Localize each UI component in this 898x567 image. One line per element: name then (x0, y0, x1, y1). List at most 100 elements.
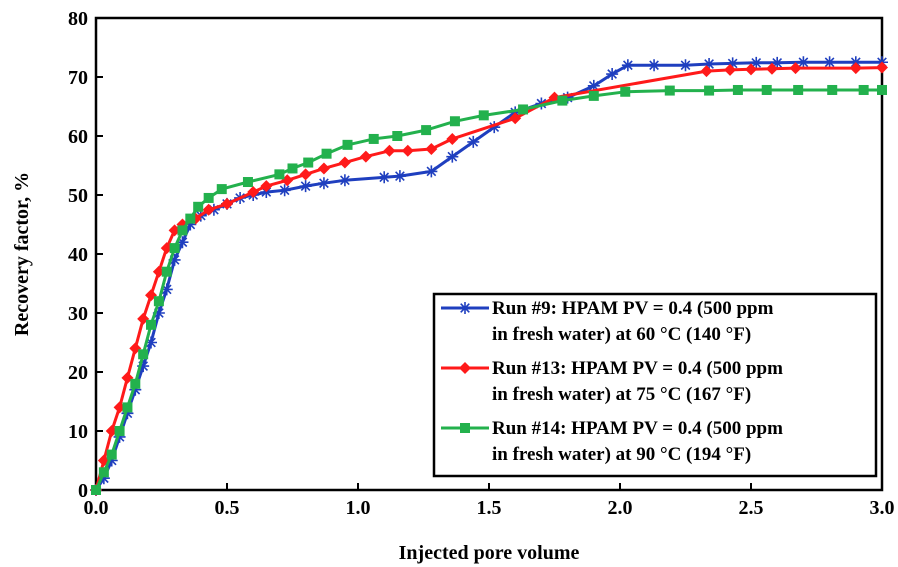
data-point (703, 58, 716, 71)
data-point (106, 449, 117, 460)
data-point (383, 144, 396, 157)
x-tick-label: 3.0 (870, 497, 895, 519)
y-tick-labels: 0 10 20 30 40 50 60 70 80 (68, 8, 88, 502)
x-tick-label: 0.0 (84, 497, 109, 519)
data-point (260, 180, 273, 193)
data-point (378, 171, 391, 184)
data-point (761, 84, 772, 95)
data-point (216, 184, 227, 195)
data-point (176, 236, 189, 249)
data-point (518, 104, 529, 115)
data-point (193, 201, 204, 212)
legend-swatch-marker (459, 302, 471, 314)
data-point (587, 79, 600, 92)
data-point (321, 148, 332, 159)
data-point (425, 165, 438, 178)
data-point (877, 84, 887, 95)
data-point (359, 150, 372, 163)
series-2 (91, 84, 887, 495)
data-point (467, 135, 480, 148)
data-point (114, 426, 125, 436)
data-point (679, 59, 692, 72)
data-point (446, 150, 459, 163)
y-tick-label: 80 (68, 8, 88, 30)
data-point (342, 139, 353, 150)
legend-entry: Run #13: HPAM PV = 0.4 (500 ppm in fresh … (441, 358, 783, 405)
data-point (203, 192, 214, 203)
data-point (317, 177, 330, 190)
data-point (700, 65, 713, 78)
data-point (184, 218, 197, 231)
data-point (664, 85, 675, 96)
data-point (242, 177, 253, 188)
data-point (849, 62, 862, 75)
data-point (827, 84, 838, 95)
data-point (606, 68, 619, 81)
data-point (732, 84, 743, 95)
data-point (278, 184, 291, 197)
y-tick-label: 20 (68, 362, 88, 384)
data-point (765, 62, 778, 75)
data-point (169, 243, 180, 254)
legend-box (432, 292, 878, 478)
data-point (478, 110, 489, 121)
data-point (247, 186, 260, 199)
data-point (113, 430, 126, 443)
data-point (153, 296, 164, 307)
x-tick-label: 1.0 (346, 497, 371, 519)
y-tick-label: 0 (78, 480, 88, 502)
data-point (185, 213, 196, 224)
data-point (771, 56, 784, 69)
data-point (202, 203, 215, 216)
data-point (299, 168, 312, 181)
data-point (750, 56, 763, 69)
y-tick-label: 60 (68, 126, 88, 148)
data-point (121, 407, 134, 420)
data-point (317, 162, 330, 175)
data-point (509, 112, 522, 125)
data-point (446, 132, 459, 145)
legend-label: in fresh water) at 90 °C (194 °F) (492, 444, 751, 465)
data-point (303, 157, 314, 168)
data-point (145, 336, 158, 349)
data-point (620, 86, 631, 97)
data-point (726, 57, 739, 70)
data-point (789, 62, 802, 75)
y-tick-label: 70 (68, 67, 88, 89)
legend-entry: Run #9: HPAM PV = 0.4 (500 ppm in fresh w… (441, 298, 774, 345)
data-point (161, 266, 172, 277)
y-tick-label: 10 (68, 421, 88, 443)
legend-swatch-marker (460, 423, 470, 433)
x-axis-title: Injected pore volume (399, 542, 580, 564)
x-tick-labels: 0.0 0.5 1.0 1.5 2.0 2.5 3.0 (84, 497, 895, 519)
x-tick-label: 2.5 (739, 497, 764, 519)
data-point (137, 360, 150, 373)
data-point (621, 59, 634, 72)
data-point (274, 169, 285, 180)
series-layer (90, 56, 888, 496)
data-point (97, 472, 110, 485)
data-point (401, 144, 414, 157)
data-point (797, 56, 810, 69)
data-point (724, 63, 737, 76)
data-point (287, 163, 298, 174)
data-point (449, 116, 460, 127)
y-axis-title: Recovery factor, % (11, 172, 33, 336)
data-point (557, 95, 568, 106)
data-point (138, 349, 149, 360)
data-point (823, 56, 836, 69)
data-point (488, 121, 501, 134)
data-point (122, 402, 133, 413)
data-point (91, 485, 101, 495)
data-point (704, 85, 715, 96)
legend-entry: Run #14: HPAM PV = 0.4 (500 ppm in fresh … (441, 418, 783, 465)
data-point (858, 84, 869, 95)
legend-label: Run #13: HPAM PV = 0.4 (500 ppm (492, 358, 783, 379)
data-point (146, 319, 157, 330)
data-point (392, 131, 403, 141)
legend-label: Run #9: HPAM PV = 0.4 (500 ppm (492, 298, 774, 319)
data-point (129, 383, 142, 396)
data-point (588, 90, 599, 101)
data-point (177, 225, 188, 236)
data-point (561, 91, 574, 104)
